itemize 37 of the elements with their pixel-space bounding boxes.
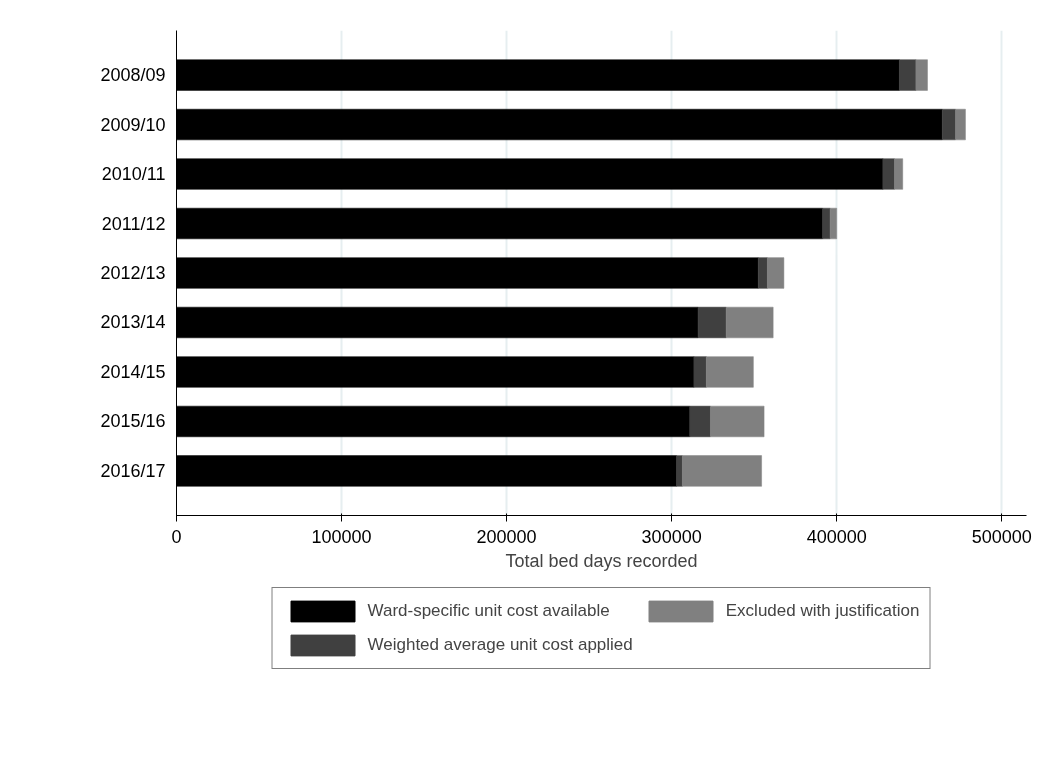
bar [682,455,762,487]
legend-label: Weighted average unit cost applied [367,635,633,655]
y-tick-label: 2010/11 [101,164,166,185]
x-tick-label: 500000 [971,526,1032,547]
bar [899,59,917,91]
bar [942,108,956,141]
x-tick-label: 300000 [641,526,702,547]
x-tick-label: 200000 [476,526,537,547]
bar [693,356,707,388]
y-tick-label: 2009/10 [100,114,166,135]
bar [955,108,966,141]
bar [829,207,837,240]
y-tick-label: 2014/15 [100,361,166,382]
y-tick-label: 2011/12 [101,213,166,234]
x-axis-title: Total bed days recorded [505,550,698,571]
bar [706,356,754,388]
bar [725,306,774,339]
bar [758,257,768,289]
legend-label: Ward-specific unit cost available [367,601,610,621]
x-tick-label: 400000 [806,526,867,547]
y-tick-label: 2015/16 [100,411,166,432]
bar [710,405,765,438]
bar [915,59,928,91]
legend-label: Excluded with justification [725,601,920,621]
bar [822,207,831,240]
x-tick-label: 100000 [311,526,372,547]
bar [894,158,903,190]
bar [676,455,683,487]
bar [882,158,895,190]
y-tick-label: 2008/09 [100,65,166,86]
y-tick-label: 2016/17 [100,460,166,481]
y-tick-label: 2012/13 [100,263,166,283]
y-tick-label: 2013/14 [100,312,166,333]
x-tick-label: 0 [171,526,182,547]
bar [697,306,727,339]
bar [767,257,785,289]
bar [689,405,711,438]
